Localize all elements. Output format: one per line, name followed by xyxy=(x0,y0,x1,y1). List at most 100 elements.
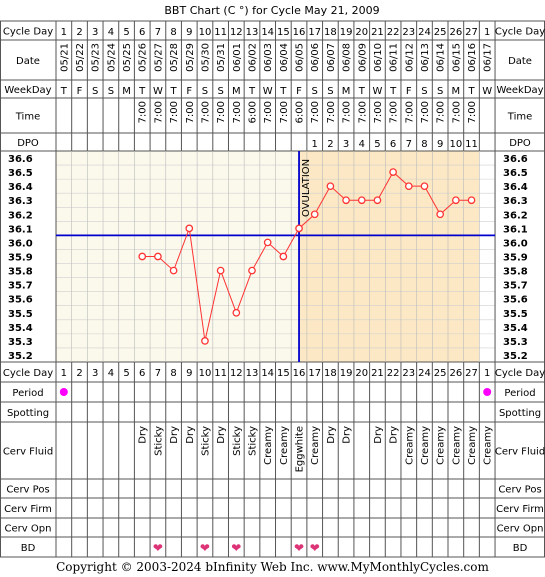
row-label-cycle-day-right: Cycle Day xyxy=(495,27,545,38)
row-label-time-right: Time xyxy=(507,112,532,123)
bd-heart-icon: ❤ xyxy=(200,541,210,555)
time-value: 7:00 xyxy=(263,101,274,123)
cycle-day-value: 1 xyxy=(61,27,67,38)
y-tick-label: 35.6 xyxy=(8,295,33,306)
weekday-value: M xyxy=(122,86,131,97)
chart-title: BBT Chart (C °) for Cycle May 21, 2009 xyxy=(164,4,379,17)
cerv-fluid-value: Creamy xyxy=(467,426,478,465)
weekday-value: T xyxy=(389,86,397,97)
date-value: 05/24 xyxy=(106,43,117,72)
ovulation-label: OVULATION xyxy=(301,159,312,217)
cycle-day-value: 26 xyxy=(449,27,462,38)
cycle-day-value: 15 xyxy=(277,368,290,379)
cycle-day-value: 25 xyxy=(434,27,447,38)
temperature-point xyxy=(310,210,319,219)
period-dot xyxy=(59,388,68,396)
cerv-fluid-value: Dry xyxy=(326,426,337,444)
time-value: 7:00 xyxy=(404,101,415,123)
weekday-value: F xyxy=(296,86,302,97)
cycle-day-value: 9 xyxy=(186,27,192,38)
cycle-day-value: 5 xyxy=(123,27,129,38)
dpo-value: 4 xyxy=(359,139,365,150)
cerv-fluid-value: Creamy xyxy=(436,426,447,465)
cerv-fluid-value: Creamy xyxy=(279,426,290,465)
cerv-fluid-value: Sticky xyxy=(153,426,164,456)
cerv-fluid-value: Dry xyxy=(373,426,384,444)
row-label-period-right: Period xyxy=(504,388,535,399)
y-tick-label-right: 36.2 xyxy=(503,210,528,221)
bd-heart-icon: ❤ xyxy=(153,541,163,555)
date-value: 06/09 xyxy=(357,43,368,72)
time-value: 6:00 xyxy=(295,101,306,123)
time-value: 7:00 xyxy=(232,101,243,123)
y-tick-label-right: 35.5 xyxy=(503,309,528,320)
cerv-fluid-value: Sticky xyxy=(248,426,259,456)
y-tick-label: 36.5 xyxy=(8,168,33,179)
row-label-period: Period xyxy=(12,388,43,399)
temperature-point xyxy=(232,308,241,317)
date-value: 06/08 xyxy=(342,43,353,72)
row-label-cerv-pos-right: Cerv Pos xyxy=(498,485,541,496)
cycle-day-value: 25 xyxy=(434,368,447,379)
time-value: 7:00 xyxy=(342,101,353,123)
cycle-day-value: 17 xyxy=(308,368,321,379)
cycle-day-value: 27 xyxy=(465,27,478,38)
cerv-fluid-value: Creamy xyxy=(263,426,274,465)
date-value: 05/31 xyxy=(216,43,227,72)
row-label-weekday-right: WeekDay xyxy=(496,85,543,96)
cycle-day-value: 16 xyxy=(293,27,306,38)
cycle-day-value: 4 xyxy=(108,368,114,379)
row-label-cerv-pos: Cerv Pos xyxy=(6,485,49,496)
temperature-point xyxy=(154,252,162,261)
date-value: 06/12 xyxy=(404,43,415,72)
period-dot xyxy=(483,388,492,396)
cerv-fluid-value: Sticky xyxy=(232,426,243,456)
time-value: 7:00 xyxy=(138,101,149,123)
cycle-day-value: 20 xyxy=(355,27,368,38)
temperature-line xyxy=(142,171,472,342)
cycle-day-value: 18 xyxy=(324,368,337,379)
row-label-cycle-day-right: Cycle Day xyxy=(495,368,545,379)
cycle-day-value: 14 xyxy=(261,368,274,379)
time-value: 7:00 xyxy=(279,101,290,123)
cycle-day-value: 1 xyxy=(484,27,490,38)
dpo-value: 3 xyxy=(343,139,349,150)
cycle-day-value: 21 xyxy=(371,368,384,379)
cycle-day-value: 6 xyxy=(139,368,145,379)
weekday-value: S xyxy=(421,86,427,97)
weekday-value: S xyxy=(217,86,223,97)
row-label-cerv-fluid-right: Cerv Fluid xyxy=(495,447,545,458)
weekday-value: S xyxy=(437,86,443,97)
temperature-point xyxy=(279,252,288,261)
row-label-cerv-firm-right: Cerv Firm xyxy=(496,504,544,515)
cycle-day-value: 10 xyxy=(199,27,212,38)
cycle-day-value: 22 xyxy=(387,368,400,379)
cycle-day-value: 11 xyxy=(214,27,227,38)
cerv-fluid-value: Creamy xyxy=(451,426,462,465)
row-label-spotting: Spotting xyxy=(7,408,49,419)
cycle-day-value: 16 xyxy=(293,368,306,379)
y-tick-label: 36.1 xyxy=(8,224,33,235)
date-value: 05/30 xyxy=(200,43,211,72)
temperature-point xyxy=(326,182,335,191)
y-tick-label-right: 35.9 xyxy=(503,253,528,264)
date-value: 06/06 xyxy=(310,43,321,72)
cycle-day-value: 19 xyxy=(340,368,353,379)
dpo-value: 6 xyxy=(390,139,396,150)
weekday-value: S xyxy=(327,86,333,97)
weekday-value: T xyxy=(279,86,287,97)
y-tick-label: 35.8 xyxy=(8,267,33,278)
temperature-point xyxy=(263,238,272,247)
y-tick-label: 36.0 xyxy=(8,238,33,249)
date-value: 05/27 xyxy=(153,43,164,72)
cycle-day-value: 27 xyxy=(465,368,478,379)
cycle-day-value: 1 xyxy=(484,368,490,379)
y-tick-label: 35.4 xyxy=(8,323,33,334)
row-label-dpo: DPO xyxy=(17,138,39,149)
date-value: 06/16 xyxy=(467,43,478,72)
y-tick-label: 36.2 xyxy=(8,210,33,221)
cerv-fluid-value: Dry xyxy=(389,426,400,444)
time-value: 7:00 xyxy=(153,101,164,123)
weekday-value: M xyxy=(452,86,461,97)
cycle-day-value: 8 xyxy=(170,368,176,379)
